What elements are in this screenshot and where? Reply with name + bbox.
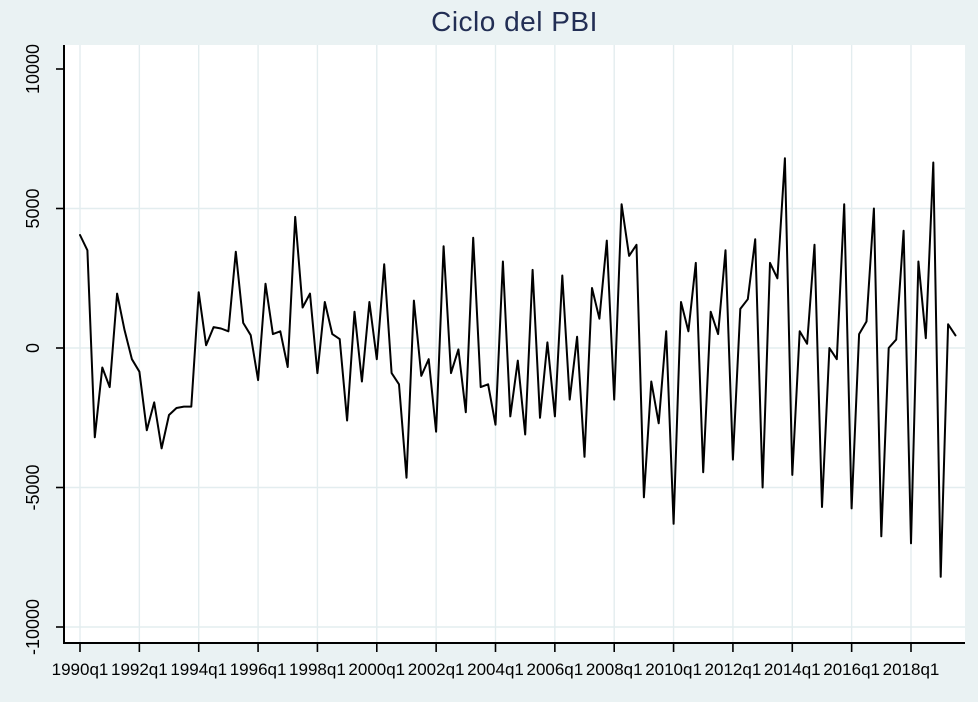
series-line bbox=[79, 157, 957, 578]
x-tick-label: 2008q1 bbox=[586, 660, 643, 679]
y-tick-label: 0 bbox=[23, 343, 43, 353]
y-tick-label: -5000 bbox=[23, 464, 43, 510]
x-tick-label: 2002q1 bbox=[408, 660, 465, 679]
x-tick-label: 2004q1 bbox=[467, 660, 524, 679]
x-tick-label: 1992q1 bbox=[111, 660, 168, 679]
x-tick-label: 2018q1 bbox=[883, 660, 940, 679]
plot-area bbox=[64, 45, 965, 643]
x-tick-label: 2000q1 bbox=[348, 660, 405, 679]
x-tick-label: 1994q1 bbox=[170, 660, 227, 679]
x-tick-label: 1990q1 bbox=[52, 660, 109, 679]
x-tick-label: 1996q1 bbox=[230, 660, 287, 679]
y-tick-label: -10000 bbox=[23, 599, 43, 655]
chart-title: Ciclo del PBI bbox=[431, 6, 598, 37]
x-tick-label: 2006q1 bbox=[526, 660, 583, 679]
x-tick-label: 1998q1 bbox=[289, 660, 346, 679]
x-tick-label: 2012q1 bbox=[705, 660, 762, 679]
x-tick-label: 2016q1 bbox=[823, 660, 880, 679]
x-tick-label: 2014q1 bbox=[764, 660, 821, 679]
y-tick-label: 10000 bbox=[23, 44, 43, 94]
y-tick-label: 5000 bbox=[23, 188, 43, 228]
x-tick-label: 2010q1 bbox=[645, 660, 702, 679]
